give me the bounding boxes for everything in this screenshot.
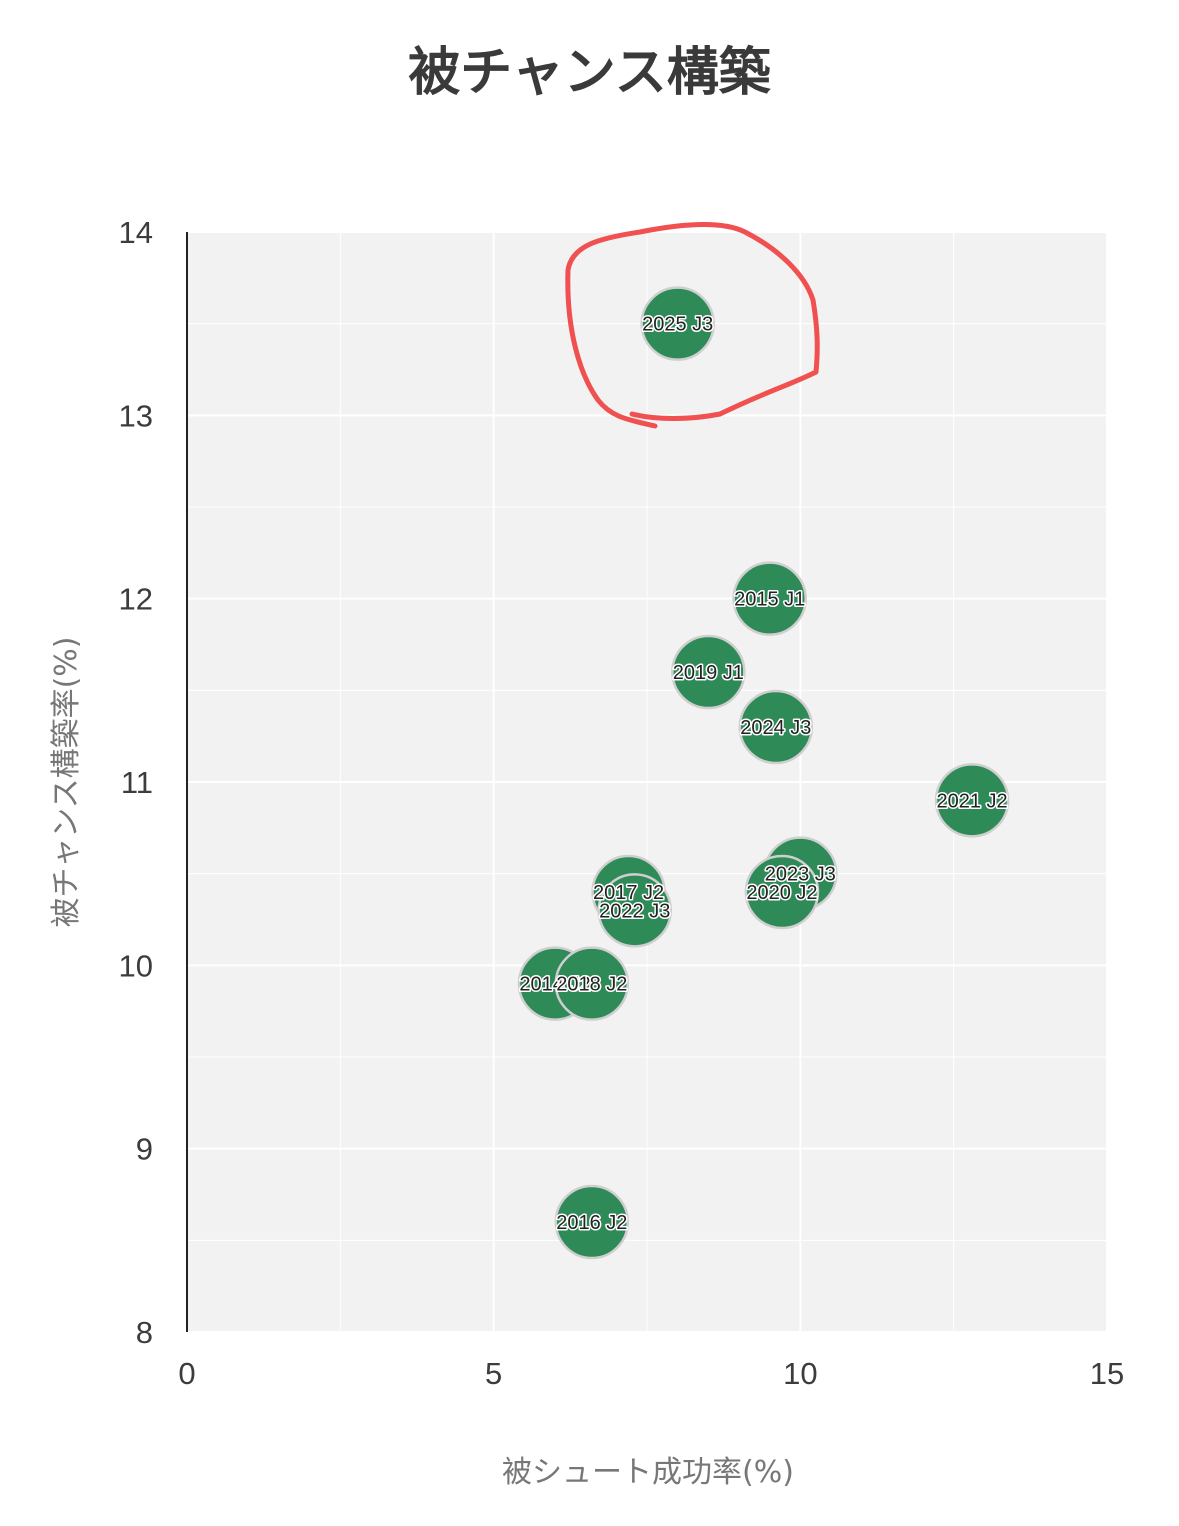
y-tick-label: 12 <box>119 582 153 617</box>
y-tick-label: 9 <box>136 1132 153 1167</box>
data-point-marker <box>597 873 672 948</box>
data-point-label: 2015 J1 <box>734 589 805 611</box>
y-tick-label: 14 <box>119 215 153 250</box>
y-tick-label: 10 <box>119 948 153 983</box>
data-point-marker <box>732 561 807 636</box>
tick-labels: 0 5 10 15 8 9 10 11 12 13 14 <box>119 215 1125 1391</box>
y-axis-label: 被チャンス構築率(%) <box>49 636 84 927</box>
data-point-marker <box>744 854 820 930</box>
data-point-label: 2017 J2 <box>593 882 664 904</box>
y-tick-label: 11 <box>121 765 153 800</box>
data-point-label: 2016 J2 <box>556 1212 627 1234</box>
data-point-label: 2025 J3 <box>642 314 713 336</box>
x-tick-label: 5 <box>485 1356 502 1391</box>
x-tick-label: 15 <box>1090 1356 1124 1391</box>
data-point-label: 2021 J2 <box>936 790 1007 812</box>
data-point-label: 2014 J2 <box>519 974 590 996</box>
data-point-marker <box>554 946 630 1021</box>
data-point-marker <box>934 763 1010 838</box>
data-point-marker <box>640 286 715 361</box>
x-axis-label: 被シュート成功率(%) <box>502 1455 794 1490</box>
data-points: 2025 J3 2015 J1 2019 J1 2024 J3 2021 J2 2023 … <box>517 286 1010 1260</box>
data-point-marker <box>554 1184 630 1260</box>
data-point-label: 2024 J3 <box>740 717 811 739</box>
data-point-label: 2020 J2 <box>746 882 817 904</box>
data-point-marker <box>671 634 746 710</box>
x-tick-label: 10 <box>783 1356 817 1391</box>
data-point-label: 2019 J1 <box>673 662 744 684</box>
y-tick-label: 8 <box>136 1315 153 1350</box>
highlight-circle-annotation <box>565 222 820 429</box>
data-point-label: 2022 J3 <box>599 900 670 922</box>
y-tick-label: 13 <box>119 398 153 433</box>
data-point-marker <box>738 689 814 765</box>
x-tick-label: 0 <box>178 1356 195 1391</box>
chart-title: 被チャンス構築 <box>408 43 771 103</box>
data-point-label: 2018 J2 <box>556 974 627 996</box>
data-point-label: 2023 J3 <box>765 864 836 886</box>
